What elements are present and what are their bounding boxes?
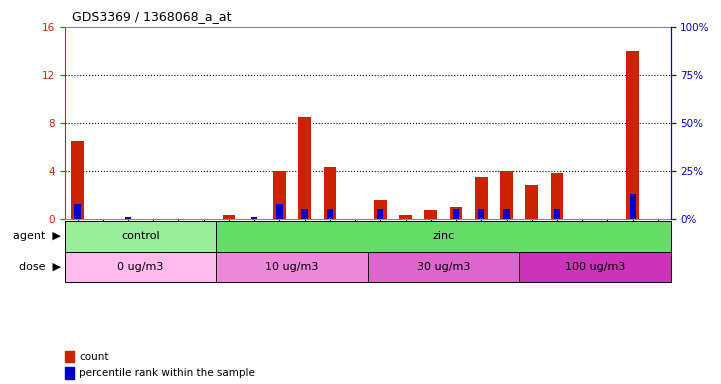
Text: GDS3369 / 1368068_a_at: GDS3369 / 1368068_a_at — [72, 10, 231, 23]
Bar — [551, 173, 563, 219]
Bar — [324, 167, 336, 219]
Bar — [216, 252, 368, 282]
Text: 0 ug/m3: 0 ug/m3 — [118, 262, 164, 272]
Bar — [500, 171, 513, 219]
Bar — [298, 117, 311, 219]
Bar — [526, 185, 538, 219]
Bar — [519, 252, 671, 282]
Bar — [475, 177, 487, 219]
Text: count: count — [79, 352, 109, 362]
Bar — [374, 200, 386, 219]
Bar — [368, 252, 519, 282]
Text: dose  ▶: dose ▶ — [19, 262, 61, 272]
Bar — [453, 209, 459, 219]
Bar — [223, 215, 235, 219]
Bar — [627, 51, 639, 219]
Bar — [503, 209, 510, 219]
Bar — [301, 209, 308, 219]
Bar — [65, 351, 74, 362]
Bar — [71, 141, 84, 219]
Bar — [450, 207, 462, 219]
Bar — [65, 367, 74, 379]
Bar — [276, 204, 283, 219]
Text: control: control — [121, 231, 160, 241]
Bar — [425, 210, 437, 219]
Bar — [478, 209, 485, 219]
Bar — [74, 204, 81, 219]
Bar — [125, 217, 131, 219]
Bar — [327, 209, 333, 219]
Bar — [65, 252, 216, 282]
Bar — [629, 194, 636, 219]
Text: percentile rank within the sample: percentile rank within the sample — [79, 368, 255, 378]
Bar — [399, 215, 412, 219]
Bar — [251, 217, 257, 219]
Text: zinc: zinc — [433, 231, 454, 241]
Bar — [377, 209, 384, 219]
Text: 100 ug/m3: 100 ug/m3 — [565, 262, 625, 272]
Bar — [65, 221, 216, 252]
Bar — [216, 221, 671, 252]
Text: 30 ug/m3: 30 ug/m3 — [417, 262, 470, 272]
Text: 10 ug/m3: 10 ug/m3 — [265, 262, 319, 272]
Bar — [273, 171, 286, 219]
Bar — [554, 209, 560, 219]
Text: agent  ▶: agent ▶ — [14, 231, 61, 241]
